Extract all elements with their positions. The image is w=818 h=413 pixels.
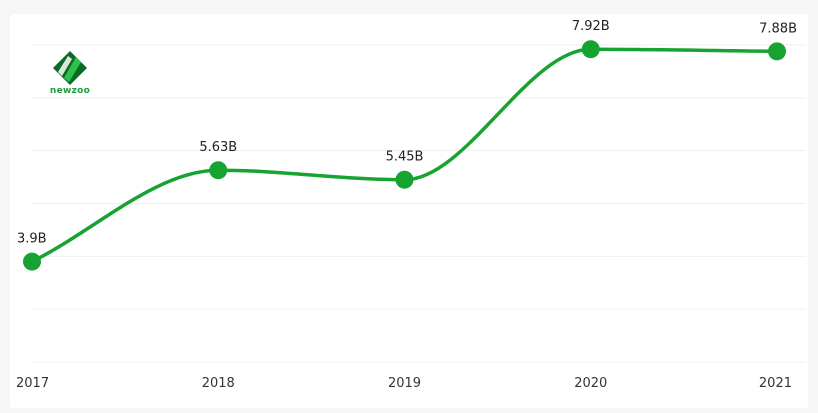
data-label: 7.88B: [759, 21, 797, 36]
logo-stripe-icon: [64, 57, 81, 82]
data-label: 5.63B: [199, 140, 237, 155]
value-labels: 3.9B 5.63B 5.45B 7.92B 7.88B: [17, 19, 797, 246]
data-point[interactable]: [395, 170, 414, 189]
chart-card: [10, 14, 808, 408]
x-axis-ticks: 2017 2018 2019 2020 2021: [16, 376, 792, 391]
logo-wordmark: newzoo: [50, 86, 90, 96]
data-point[interactable]: [581, 40, 600, 59]
data-label: 3.9B: [17, 232, 47, 247]
data-point[interactable]: [768, 42, 786, 61]
newzoo-logo: newzoo: [50, 51, 90, 96]
x-tick-label: 2018: [202, 376, 235, 391]
logo-stripe-icon: [58, 56, 72, 76]
data-point[interactable]: [23, 252, 41, 271]
data-label: 5.45B: [386, 150, 424, 165]
data-point[interactable]: [209, 161, 228, 180]
x-tick-label: 2019: [388, 376, 421, 391]
x-tick-label: 2017: [16, 376, 49, 391]
gridlines: [32, 44, 806, 363]
data-points: [23, 40, 786, 271]
x-tick-label: 2021: [759, 376, 792, 391]
x-tick-label: 2020: [574, 376, 607, 391]
data-label: 7.92B: [572, 19, 610, 34]
